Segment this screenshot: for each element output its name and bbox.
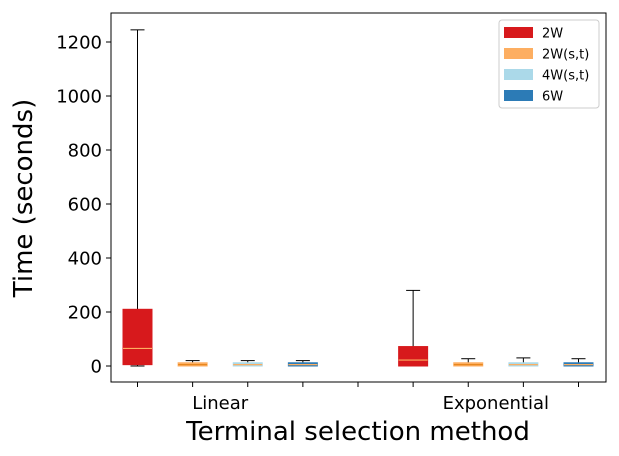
legend-label: 2W(s,t)	[542, 48, 589, 63]
legend-label: 2W	[542, 27, 563, 42]
x-group-label-linear: Linear	[192, 393, 249, 414]
y-tick-label: 400	[68, 249, 102, 270]
y-tick-label: 1200	[56, 33, 102, 54]
legend-swatch	[504, 27, 533, 38]
box-2W-linear	[122, 308, 153, 366]
box-2W-exponential	[398, 346, 429, 367]
legend-swatch	[504, 48, 533, 59]
plot-layer	[122, 29, 594, 367]
legend-swatch	[504, 90, 533, 101]
x-axis-label: Terminal selection method	[185, 417, 530, 447]
y-tick-label: 600	[68, 195, 102, 216]
legend-label: 6W	[542, 90, 563, 105]
legend: 2W 2W(s,t) 4W(s,t) 6W	[498, 19, 600, 109]
y-axis-label: Time (seconds)	[9, 99, 39, 298]
x-group-label-exponential: Exponential	[443, 393, 549, 414]
y-tick-label: 200	[68, 303, 102, 324]
y-tick-label: 800	[68, 141, 102, 162]
y-tick-label: 0	[91, 357, 102, 378]
legend-frame	[498, 19, 600, 109]
legend-label: 4W(s,t)	[542, 69, 589, 84]
axes-layer: 0 200 400 600 800 1000 1200 Linear Exponential	[56, 33, 579, 414]
y-tick-label: 1000	[56, 87, 102, 108]
legend-swatch	[504, 69, 533, 80]
